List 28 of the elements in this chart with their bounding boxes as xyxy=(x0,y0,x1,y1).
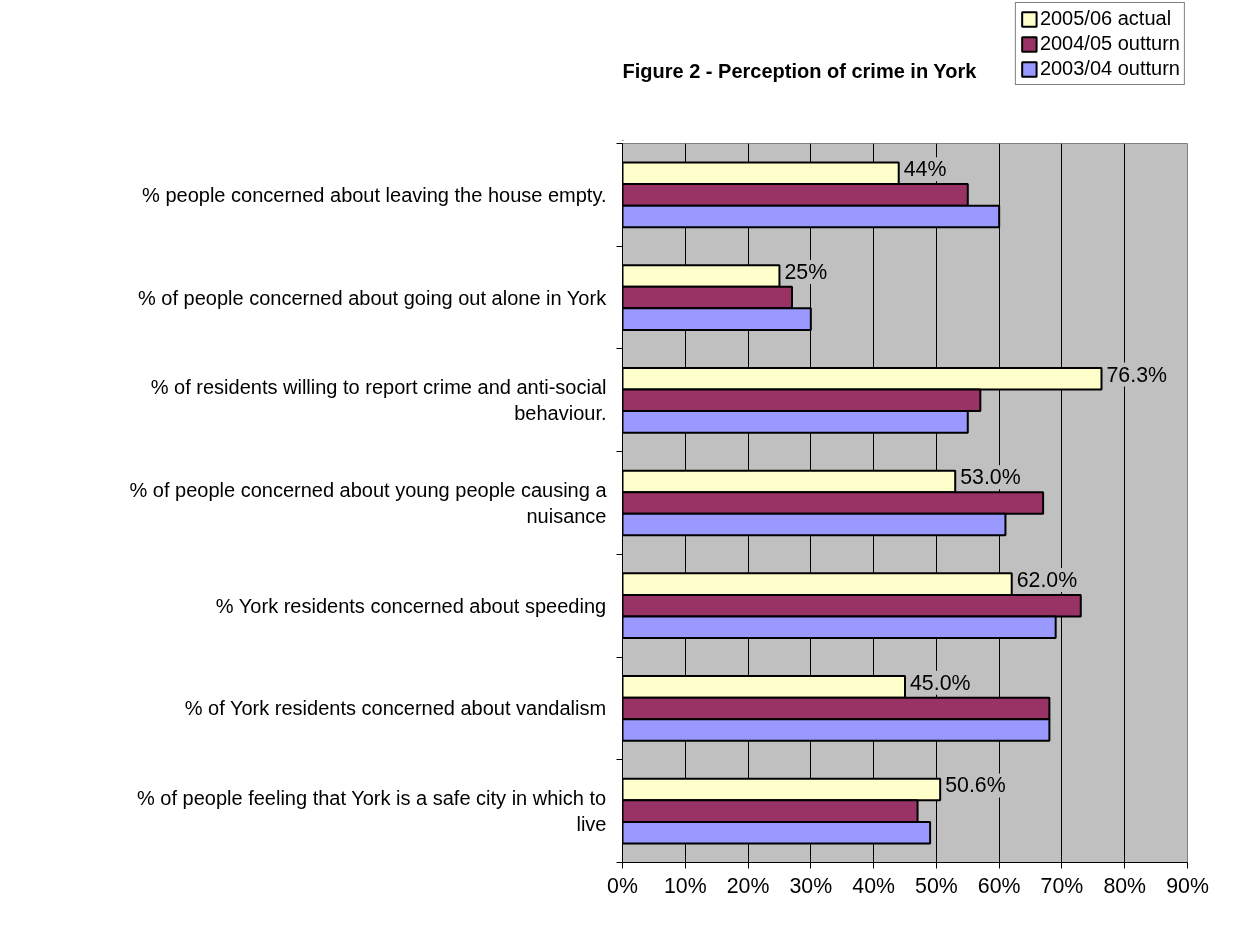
x-tick-label: 30% xyxy=(789,873,833,898)
legend-label: 2005/06 actual xyxy=(1039,7,1172,30)
y-tick-label: % of people feeling that York is a safe city in which to live xyxy=(136,786,607,836)
x-tick-label: 80% xyxy=(1103,873,1147,898)
data-label: 62.0% xyxy=(1016,568,1078,593)
y-tick-label: % of residents willing to report crime and anti-social behaviour. xyxy=(150,376,607,425)
data-label: 45.0% xyxy=(910,670,971,695)
y-tick-label: % people concerned about leaving the house empty. xyxy=(142,183,607,206)
data-label: 76.3% xyxy=(1106,362,1168,387)
data-label: 44% xyxy=(903,157,947,182)
legend-label: 2003/04 outturn xyxy=(1039,57,1180,80)
x-tick-label: 60% xyxy=(977,873,1021,898)
y-tick-label: % of people concerned about going out alone in York xyxy=(137,286,608,309)
legend-label: 2004/05 outturn xyxy=(1039,32,1180,55)
data-label: 53.0% xyxy=(960,465,1021,490)
x-tick-label: 10% xyxy=(663,873,707,898)
x-tick-label: 0% xyxy=(607,873,638,898)
x-tick-label: 90% xyxy=(1166,873,1209,898)
y-tick-label: % of York residents concerned about vandalism xyxy=(184,697,607,720)
x-tick-label: 70% xyxy=(1040,873,1084,898)
chart-title: Figure 2 - Perception of crime in York xyxy=(622,59,978,82)
y-tick-label: % of people concerned about young people causing a nuisance xyxy=(129,478,608,528)
y-tick-label: % York residents concerned about speeding xyxy=(215,594,607,617)
x-tick-label: 40% xyxy=(852,873,895,898)
x-tick-label: 20% xyxy=(726,873,770,898)
data-label: 50.6% xyxy=(945,773,1006,798)
x-tick-label: 50% xyxy=(915,873,958,898)
data-label: 25% xyxy=(784,259,828,284)
